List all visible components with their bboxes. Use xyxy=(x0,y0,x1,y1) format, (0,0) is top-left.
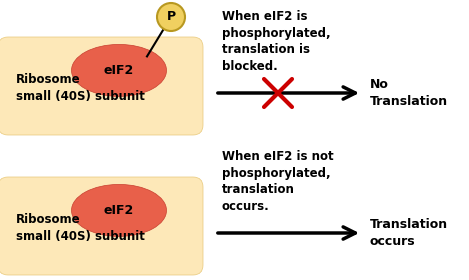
Text: No
Translation: No Translation xyxy=(370,78,448,108)
Text: eIF2: eIF2 xyxy=(104,64,134,77)
Text: Translation
occurs: Translation occurs xyxy=(370,218,448,248)
Text: Ribosome
small (40S) subunit: Ribosome small (40S) subunit xyxy=(16,73,145,102)
Ellipse shape xyxy=(157,3,185,31)
Ellipse shape xyxy=(71,185,166,236)
FancyBboxPatch shape xyxy=(0,37,203,135)
Text: eIF2: eIF2 xyxy=(104,204,134,217)
Text: When eIF2 is
phosphorylated,
translation is
blocked.: When eIF2 is phosphorylated, translation… xyxy=(222,10,331,73)
Text: Ribosome
small (40S) subunit: Ribosome small (40S) subunit xyxy=(16,213,145,242)
Ellipse shape xyxy=(71,45,166,96)
Text: When eIF2 is not
phosphorylated,
translation
occurs.: When eIF2 is not phosphorylated, transla… xyxy=(222,150,333,213)
Text: P: P xyxy=(166,10,175,24)
FancyBboxPatch shape xyxy=(0,177,203,275)
